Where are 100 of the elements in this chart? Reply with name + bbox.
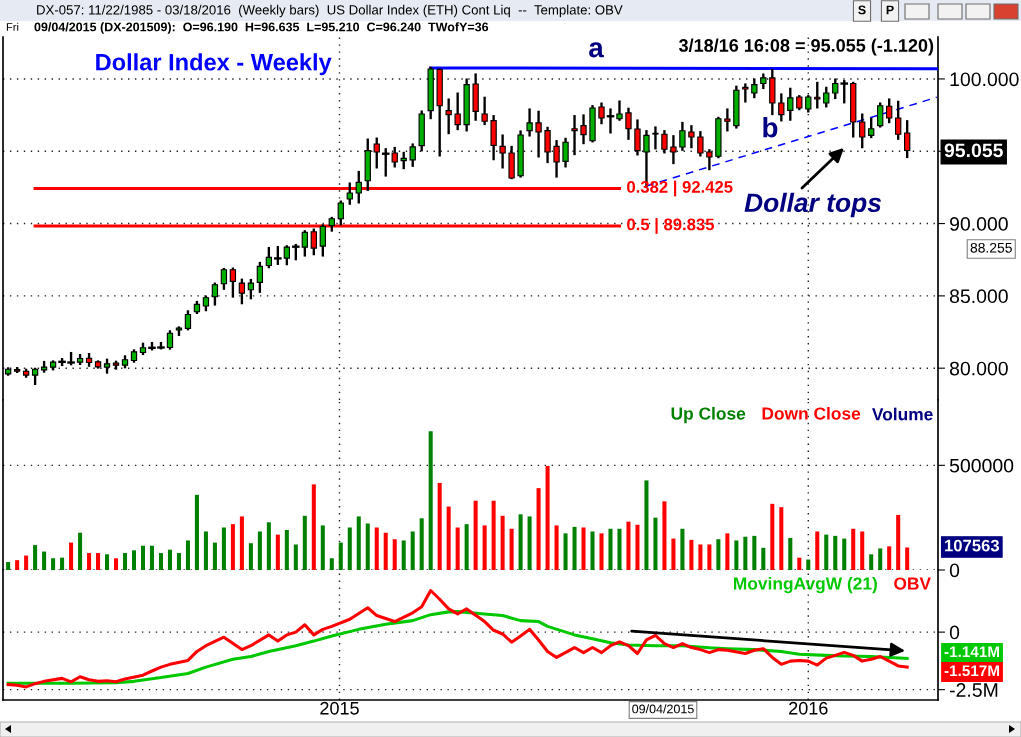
bar [239,516,244,570]
text: Down Close [762,406,861,420]
candlestick [886,98,893,124]
y-tick-label: 0 [949,563,960,578]
bar [869,554,874,570]
candlestick [544,126,551,164]
bar [230,524,235,570]
bar [671,538,676,570]
bar [149,545,155,570]
candlestick [859,113,866,149]
text: -1.517M [944,665,1000,677]
y-tick-label: 90.000 [950,217,1008,231]
candlestick [301,230,308,257]
bar [545,465,550,570]
bar [87,553,92,570]
chart-title: Volume [872,407,933,421]
bar [221,527,226,570]
y-tick-label: -2.5M [949,683,998,697]
bar [743,536,748,570]
bar [536,488,541,570]
bar [69,542,74,570]
bar [140,545,146,570]
bar [410,531,415,570]
bar [78,532,83,570]
bar [554,525,559,570]
annotation: Dollar tops [744,192,882,218]
bar [42,551,47,570]
candlestick [238,278,246,305]
candlestick [319,224,326,257]
bar [131,550,137,570]
candlestick [373,137,380,169]
bar [158,553,163,570]
x-tick-label: 2015 [320,701,359,715]
bar [473,500,478,570]
bar [734,540,739,570]
text: Fri [6,22,19,31]
candlestick [346,182,353,205]
bar [176,553,181,570]
candlestick [535,110,542,158]
candlestick [724,108,731,132]
bar [365,523,370,570]
bar [347,527,352,570]
candlestick [616,100,623,121]
bar [509,528,514,570]
candlestick [553,140,560,178]
text: Up Close [671,406,746,424]
annotation: b [763,117,778,138]
bar [194,494,199,570]
bar [725,533,730,570]
bar [122,553,128,570]
bar [779,507,784,570]
candlestick [652,126,659,150]
bar [96,553,101,570]
y-tick-label: 85.000 [949,289,1008,304]
text: 95.055 [944,143,1003,158]
bar [491,500,496,570]
candlestick [409,143,416,167]
text: Dollar Index - Weekly [96,53,332,76]
bar [167,549,172,570]
text: P [886,5,894,15]
bar [905,547,910,570]
y-tick-label: 80.000 [949,361,1008,376]
bar [518,514,523,570]
bar [419,518,424,570]
candlestick [606,108,615,134]
bar [680,528,685,570]
bar [824,534,829,570]
bar [698,544,703,570]
bar [806,559,811,570]
candlestick [256,261,264,293]
bar [833,535,838,570]
candlestick [904,120,911,159]
bar [203,531,208,570]
bar [60,557,65,570]
annotation: a [589,42,604,58]
bar [707,544,712,570]
candlestick [580,114,587,145]
bar [33,545,38,570]
candlestick [823,86,830,108]
bar [15,560,20,570]
bar [581,527,586,570]
bar [212,542,217,570]
bar [383,532,388,570]
bar [500,515,505,570]
text: 09/04/2015 (DX-201509): O=96.190 H=96.635 L=95.210 C=96.240 TWofY=36 [34,22,489,34]
text: OBV [894,577,931,590]
bar [464,524,469,570]
bar [887,546,892,570]
candlestick [247,278,255,300]
bar [896,514,901,570]
bar [662,501,667,570]
candlestick [445,98,452,135]
text: -1.141M [944,646,1000,657]
x-tick-label: 2016 [789,701,828,715]
candlestick [499,134,506,169]
bar [788,537,793,570]
candlestick [634,119,641,156]
bar [257,531,262,570]
text: MovingAvgW (21) [733,576,877,594]
candlestick [337,200,344,226]
